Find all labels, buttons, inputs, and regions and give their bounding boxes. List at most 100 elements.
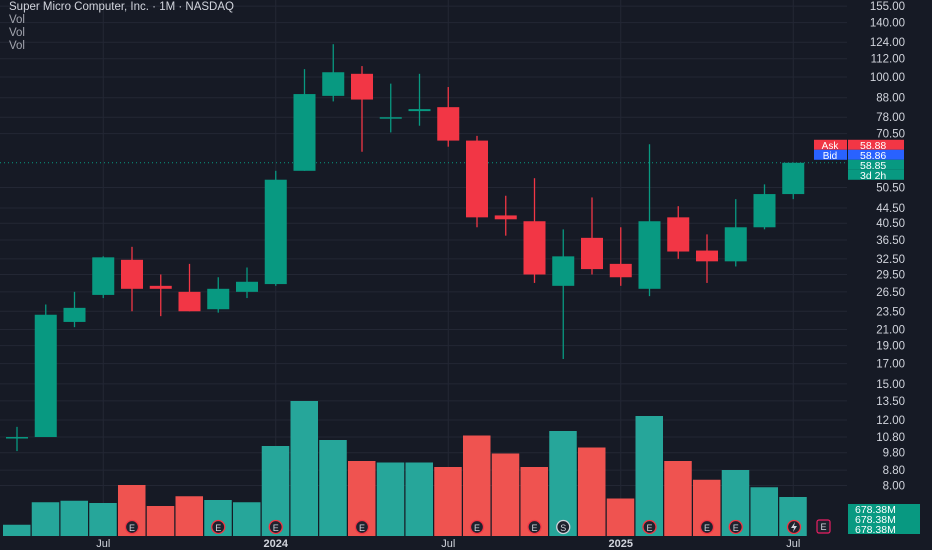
event-marker[interactable]: S [556, 519, 571, 535]
candle[interactable] [149, 274, 172, 317]
indicator-vol-3[interactable]: Vol [9, 40, 25, 52]
candle-body [63, 307, 86, 322]
price-tag-value-bg [848, 139, 904, 150]
candle[interactable] [178, 263, 201, 312]
event-marker[interactable]: E [268, 519, 283, 535]
price-label: 26.50 [876, 287, 905, 299]
candle[interactable] [724, 199, 747, 267]
candle-body [696, 250, 718, 262]
event-marker[interactable]: E [728, 519, 743, 535]
candle-body [264, 179, 287, 285]
candle[interactable] [437, 87, 460, 147]
event-marker[interactable]: E [354, 519, 370, 535]
candle[interactable] [581, 197, 603, 275]
candle[interactable] [782, 162, 805, 200]
event-circle [211, 519, 226, 535]
price-tag-label-bg [814, 149, 847, 160]
price-label: 8.00 [883, 481, 905, 493]
event-label: E [474, 523, 480, 533]
price-label: 15.00 [876, 379, 905, 391]
event-marker[interactable]: E [469, 519, 485, 535]
volume-bar [60, 500, 88, 536]
volume-bar [376, 462, 405, 536]
event-circle [556, 519, 571, 535]
price-tag: 58.85 [848, 159, 904, 172]
candle[interactable] [63, 291, 86, 328]
price-tag: Bid 58.86 [814, 149, 904, 162]
volume-tag-value: 678.38M [855, 524, 896, 536]
candle[interactable] [753, 184, 776, 230]
price-tag-label: Ask [822, 141, 840, 152]
event-future-box [816, 519, 831, 534]
candle-body [552, 256, 575, 286]
candle[interactable] [34, 304, 57, 438]
price-label: 32.50 [876, 254, 905, 266]
candle-body [178, 291, 201, 312]
price-tag-value-bg [848, 149, 904, 160]
event-circle [268, 519, 283, 535]
event-label: E [359, 523, 365, 533]
candle[interactable] [121, 246, 143, 312]
price-label: 40.50 [876, 218, 905, 230]
candle[interactable] [523, 178, 546, 283]
candle-body [408, 109, 431, 112]
price-label: 23.50 [876, 306, 905, 318]
volume-bar [750, 487, 778, 536]
candle-body [207, 288, 230, 310]
price-tag-value: 58.88 [860, 140, 886, 152]
candle[interactable] [236, 267, 258, 299]
time-label: Jul [786, 538, 800, 550]
event-label: E [129, 523, 135, 533]
price-label: 12.00 [876, 415, 905, 427]
candle[interactable] [379, 83, 402, 133]
candle[interactable] [264, 170, 287, 286]
event-marker[interactable]: E [699, 519, 715, 535]
price-label: 124.00 [870, 37, 905, 49]
candle[interactable] [6, 426, 28, 452]
indicator-vol-1[interactable]: Vol [9, 14, 25, 26]
candle[interactable] [696, 234, 718, 283]
event-marker[interactable]: E [642, 519, 657, 535]
lightning-marker[interactable] [786, 519, 802, 535]
candle[interactable] [351, 66, 373, 152]
price-label: 29.50 [876, 269, 905, 281]
indicator-vol-2[interactable]: Vol [9, 27, 25, 39]
event-marker-future[interactable]: E [816, 519, 831, 534]
candle[interactable] [667, 206, 690, 259]
volume-bar [290, 401, 318, 536]
candle[interactable] [92, 256, 115, 299]
volume-bar [463, 435, 491, 536]
price-tag-value-bg [848, 159, 904, 170]
candle-body [638, 221, 661, 289]
candle[interactable] [408, 73, 431, 126]
volume-bar [635, 416, 663, 536]
price-label: 50.50 [876, 183, 905, 195]
candle-body [523, 221, 546, 275]
candle[interactable] [494, 195, 517, 236]
candle[interactable] [293, 69, 316, 171]
time-label: Jul [96, 538, 110, 550]
candle-body [351, 73, 373, 100]
candle-body [782, 162, 805, 195]
event-circle [728, 519, 743, 535]
price-label: 19.00 [876, 341, 905, 353]
symbol-title[interactable]: Super Micro Computer, Inc. · 1M · NASDAQ [9, 1, 234, 13]
candle-body [92, 257, 115, 295]
event-marker[interactable]: E [211, 519, 226, 535]
candle-body [667, 217, 690, 252]
candle-body [724, 227, 747, 262]
candle[interactable] [638, 144, 661, 297]
volume-bar [319, 440, 347, 536]
candle[interactable] [609, 227, 632, 286]
price-label: 88.00 [876, 93, 905, 105]
candle[interactable] [552, 229, 575, 359]
candle[interactable] [322, 44, 345, 102]
price-label: 36.50 [876, 235, 905, 247]
candle[interactable] [466, 135, 488, 228]
volume-tag-bg [848, 524, 920, 534]
event-marker[interactable]: E [527, 519, 542, 535]
candle[interactable] [207, 277, 230, 313]
event-marker[interactable]: E [124, 519, 140, 535]
